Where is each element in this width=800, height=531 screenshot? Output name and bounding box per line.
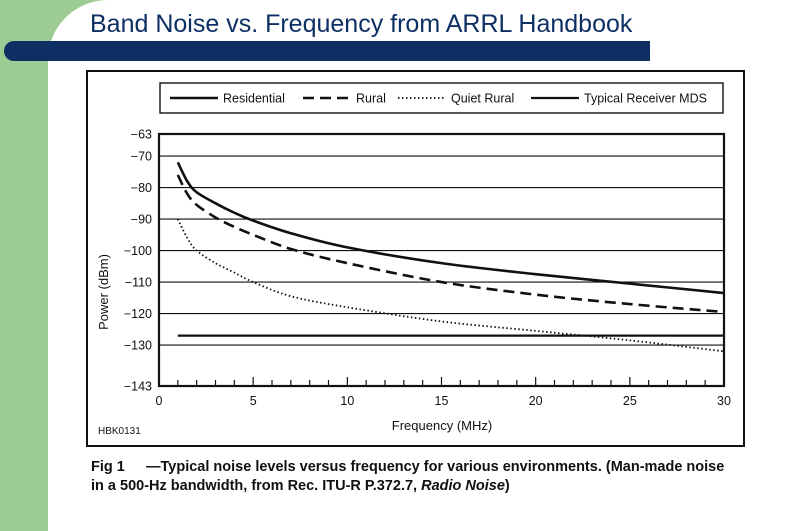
series-line-rural	[176, 174, 725, 314]
x-tick-label: 30	[717, 394, 731, 408]
caption-italic: Radio Noise	[421, 478, 505, 494]
x-tick-label: 10	[340, 394, 354, 408]
y-tick-label: −90	[131, 213, 152, 227]
plot-frame	[157, 132, 726, 388]
caption-label: Fig 1	[91, 459, 125, 475]
y-tick-label: −143	[124, 380, 152, 394]
figure-code: HBK0131	[98, 426, 141, 437]
legend-label: Residential	[223, 92, 285, 106]
y-tick-label: −120	[124, 307, 152, 321]
noise-chart: Residential Rural Quiet Rural Typical Recei…	[96, 82, 731, 437]
y-tick-label: −63	[131, 128, 152, 142]
x-tick-label: 0	[156, 394, 163, 408]
y-tick-label: −110	[125, 276, 152, 290]
y-tick-label: −70	[131, 150, 152, 164]
x-tick-label: 15	[435, 394, 449, 408]
x-tick-label: 5	[250, 394, 257, 408]
slide-title: Band Noise vs. Frequency from ARRL Handb…	[90, 10, 633, 38]
series-line-residential	[176, 161, 725, 295]
chart-legend: Residential Rural Quiet Rural Typical Recei…	[159, 82, 724, 114]
y-tick-label: −80	[131, 181, 152, 195]
legend-box	[159, 82, 724, 114]
y-axis-label: Power (dBm)	[96, 254, 111, 330]
x-tick-label: 20	[529, 394, 543, 408]
y-tick-label: −100	[124, 244, 152, 258]
legend-label: Typical Receiver MDS	[584, 92, 707, 106]
x-tick-label: 25	[623, 394, 637, 408]
legend-label: Rural	[356, 92, 386, 106]
x-axis-label: Frequency (MHz)	[392, 418, 492, 433]
plot-area	[176, 161, 725, 353]
title-underline-bar	[4, 41, 650, 61]
chart-axes: −63 −70 −80 −90 −100 −110 −120 −130 −143 0 5 10 15 20…	[124, 128, 731, 409]
slide-accent-band	[0, 0, 48, 531]
caption-text: —Typical noise levels versus frequency f…	[91, 459, 725, 494]
caption-end: )	[504, 478, 510, 494]
figure-caption: Fig 1 —Typical noise levels versus freque…	[91, 458, 731, 496]
legend-label: Quiet Rural	[451, 92, 514, 106]
y-tick-label: −130	[124, 339, 152, 353]
figure-panel	[86, 70, 745, 447]
